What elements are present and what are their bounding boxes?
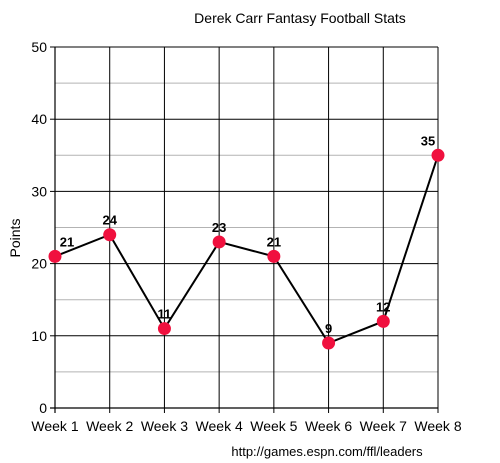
data-point (431, 148, 445, 162)
source-caption: http://games.espn.com/ffl/leaders (231, 444, 423, 459)
data-point (157, 322, 171, 336)
x-tick-label: Week 6 (305, 418, 352, 434)
x-tick-label: Week 3 (141, 418, 188, 434)
data-label: 11 (158, 307, 172, 322)
series (48, 148, 445, 350)
x-tick-label: Week 5 (250, 418, 297, 434)
data-point (212, 235, 226, 249)
data-point (322, 336, 336, 350)
series-line (54, 154, 439, 345)
x-tick-label: Week 8 (414, 418, 461, 434)
grid (55, 46, 439, 408)
data-label: 12 (376, 299, 390, 314)
y-axis-label: Points (7, 219, 23, 258)
data-point (376, 314, 390, 328)
chart-title: Derek Carr Fantasy Football Stats (194, 10, 406, 26)
data-labels: 21 24 11 23 21 9 12 35 (60, 133, 435, 336)
data-label: 24 (102, 213, 117, 228)
y-tick-label: 50 (31, 39, 47, 55)
x-tick-label: Week 7 (360, 418, 407, 434)
data-label: 21 (267, 234, 281, 249)
data-point (48, 249, 62, 263)
y-tick-label: 20 (31, 256, 47, 272)
data-label: 9 (325, 321, 332, 336)
y-tick-label: 0 (39, 400, 47, 416)
x-tick-label: Week 2 (86, 418, 133, 434)
y-tick-labels: 0 10 20 30 40 50 (31, 39, 47, 416)
data-label: 21 (60, 234, 74, 249)
y-tick-label: 30 (31, 183, 47, 199)
data-label: 23 (212, 220, 226, 235)
data-label: 35 (421, 133, 435, 148)
axes (50, 46, 439, 413)
y-tick-label: 40 (31, 111, 47, 127)
y-tick-label: 10 (31, 328, 47, 344)
x-tick-label: Week 4 (196, 418, 243, 434)
data-point (103, 228, 117, 242)
data-point (267, 249, 281, 263)
x-tick-label: Week 1 (31, 418, 78, 434)
x-tick-labels: Week 1 Week 2 Week 3 Week 4 Week 5 Week 6 Week… (31, 418, 461, 434)
